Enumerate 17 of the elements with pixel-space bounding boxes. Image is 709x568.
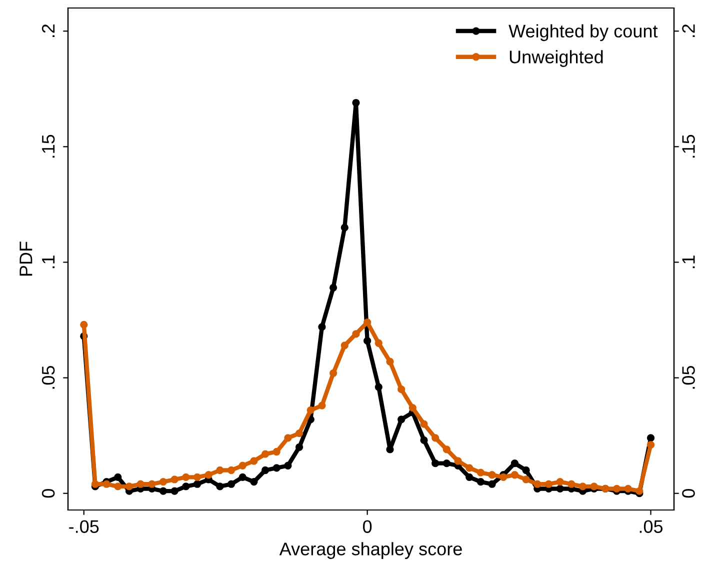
x-tick-label: -.05: [69, 520, 99, 533]
legend-label: Unweighted: [510, 50, 603, 67]
y-tick-label: .05: [42, 366, 55, 389]
x-axis-title: Average shapley score: [279, 542, 462, 559]
y2-tick-label: .2: [682, 24, 695, 37]
y-tick-label: .1: [42, 256, 55, 268]
x-tick-label: 0: [363, 520, 372, 533]
x-tick-label: .05: [640, 520, 663, 533]
y-tick-label: 0: [42, 489, 55, 498]
y-axis-title: PDF: [20, 242, 32, 276]
y-tick-label: .2: [42, 24, 55, 37]
legend-label: Weighted by count: [508, 24, 658, 42]
y2-tick-label: .1: [682, 256, 695, 268]
y2-tick-label: .15: [682, 134, 695, 158]
y-tick-label: .15: [42, 134, 55, 158]
y2-tick-label: 0: [682, 489, 695, 498]
y2-tick-label: .05: [682, 366, 695, 389]
